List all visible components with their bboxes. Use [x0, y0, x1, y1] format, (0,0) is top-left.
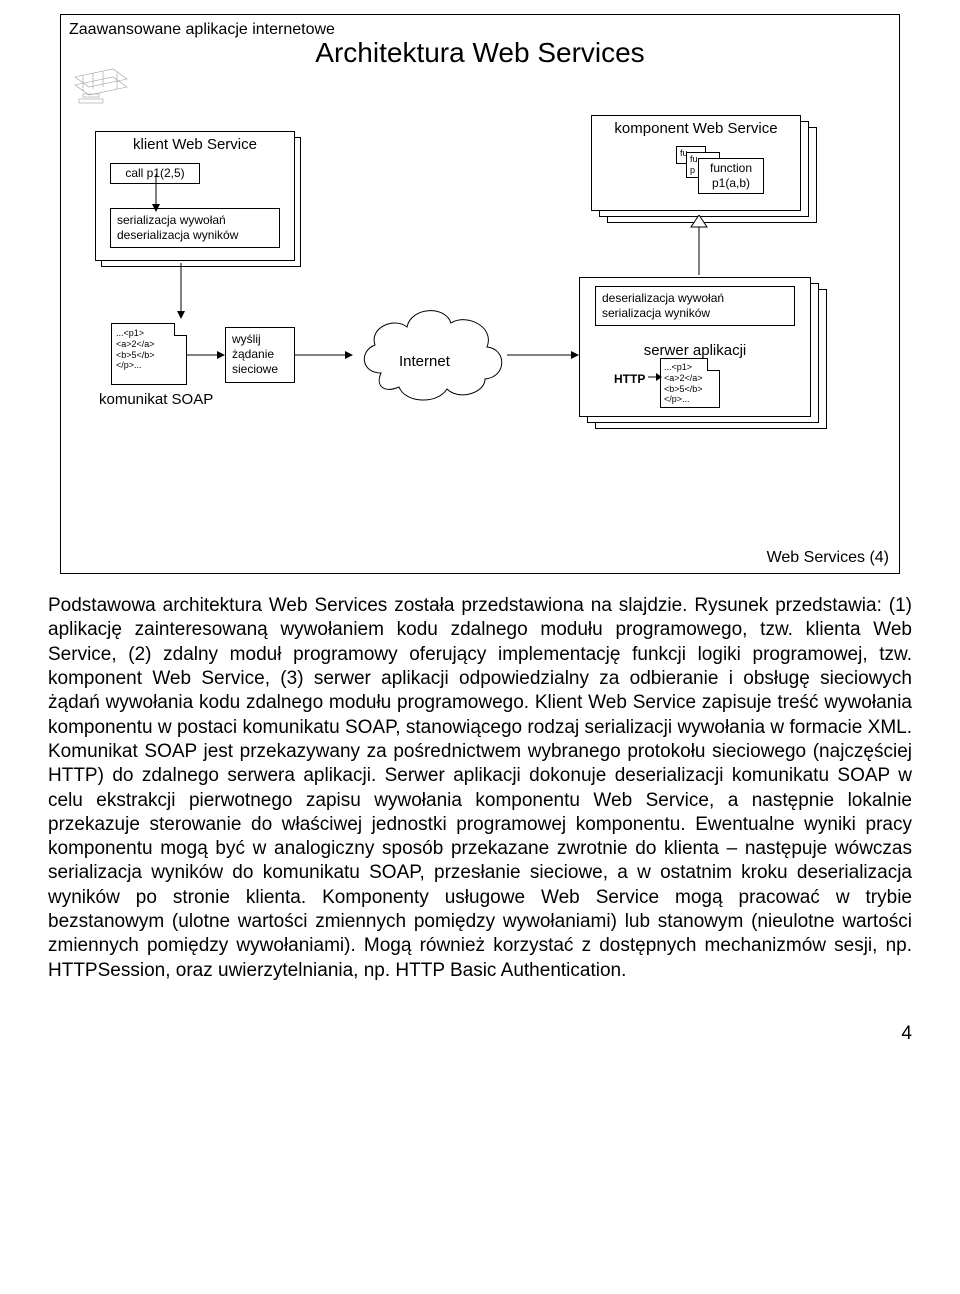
send-request-box: wyślij żądanie sieciowe [225, 327, 295, 383]
server-note-lines: ...<p1> <a>2</a> <b>5</b> </p>... [664, 362, 716, 405]
server-title: serwer aplikacji [580, 342, 810, 359]
client-serial-box: serializacja wywołań deserializacja wyni… [110, 208, 280, 248]
slide-footer: Web Services (4) [767, 549, 889, 567]
arrow-server-to-component [687, 215, 711, 275]
arrow-soap-to-send [187, 349, 225, 361]
server-deser-box: deserializacja wywołań serializacja wyni… [595, 286, 795, 326]
soap-note: ...<p1> <a>2</a> <b>5</b> </p>... [111, 323, 187, 385]
diagram-area: klient Web Service call p1(2,5) serializ… [77, 131, 883, 533]
soap-caption: komunikat SOAP [99, 391, 213, 408]
client-box: klient Web Service call p1(2,5) serializ… [95, 131, 295, 261]
grid-icon [73, 65, 129, 107]
arrow-http-to-note [648, 372, 662, 382]
slide-frame: Zaawansowane aplikacje internetowe Archi… [60, 14, 900, 574]
body-text: Podstawowa architektura Web Services zos… [48, 594, 912, 983]
arrow-cloud-to-server [507, 349, 579, 361]
component-title: komponent Web Service [596, 120, 796, 137]
http-label: HTTP [614, 372, 645, 387]
soap-note-lines: ...<p1> <a>2</a> <b>5</b> </p>... [116, 328, 182, 371]
server-box: deserializacja wywołań serializacja wyni… [579, 277, 811, 417]
client-title: klient Web Service [96, 136, 294, 153]
arrow-client-to-soap [173, 263, 189, 319]
cloud-label: Internet [399, 353, 450, 370]
fn-box-3: function p1(a,b) [698, 158, 764, 194]
page-number: 4 [0, 1023, 912, 1045]
slide-title: Architektura Web Services [61, 37, 899, 69]
arrow-call-to-serial [148, 174, 164, 212]
server-note: ...<p1> <a>2</a> <b>5</b> </p>... [660, 358, 720, 408]
arrow-send-to-cloud [295, 349, 353, 361]
component-box: komponent Web Service fu fu p function p… [591, 115, 801, 211]
